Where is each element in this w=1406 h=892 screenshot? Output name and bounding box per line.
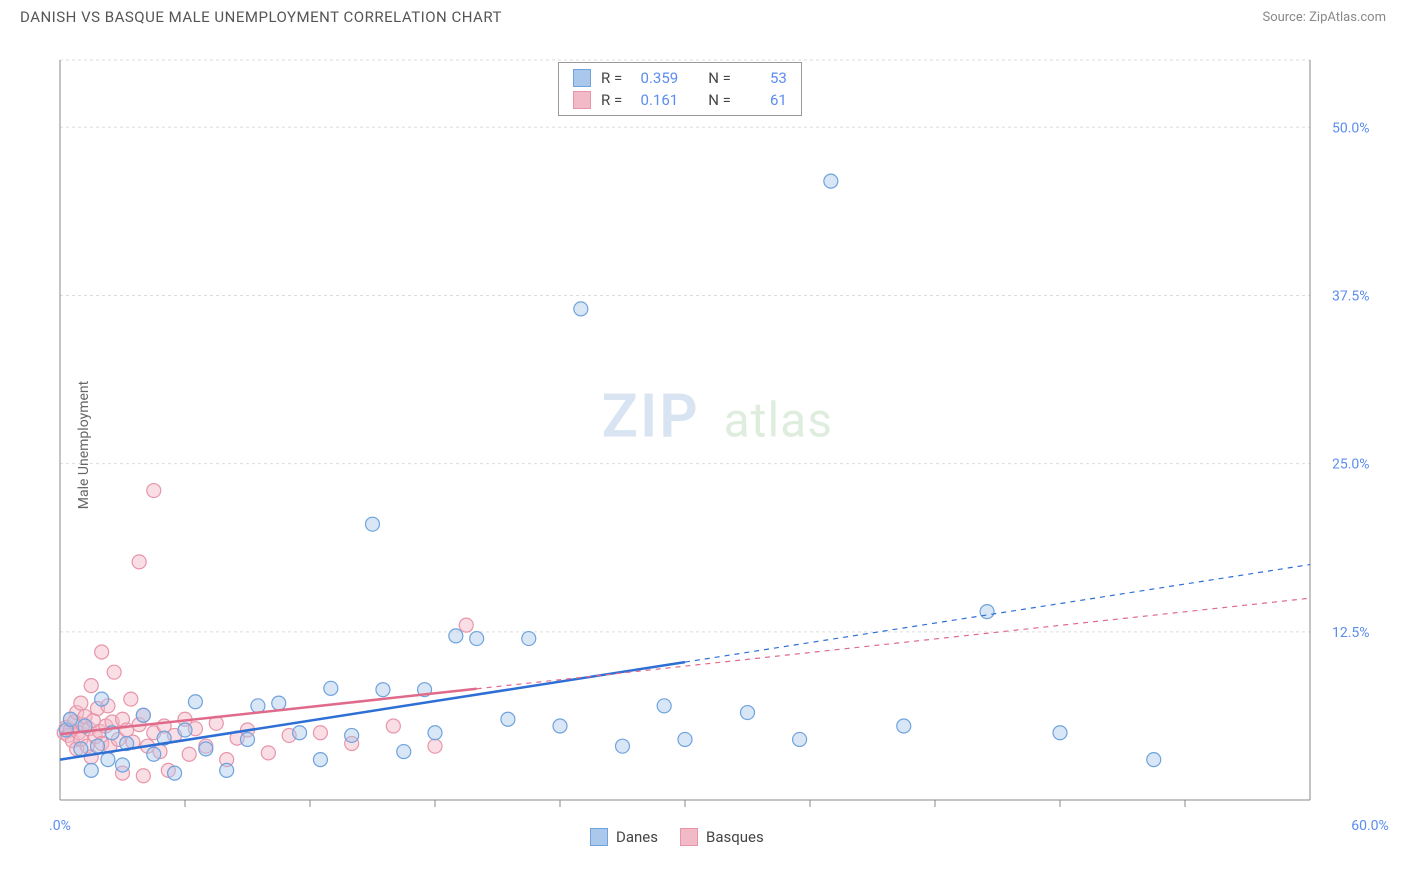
legend-item-basques: Basques <box>680 828 764 846</box>
data-point <box>980 605 994 619</box>
data-point <box>313 726 327 740</box>
data-point <box>220 763 234 777</box>
data-point <box>313 753 327 767</box>
correlation-legend: R = 0.359 N = 53 R = 0.161 N = 61 <box>558 62 802 116</box>
data-point <box>107 665 121 679</box>
data-point <box>1053 726 1067 740</box>
svg-text:60.0%: 60.0% <box>1351 818 1389 834</box>
data-point <box>136 769 150 783</box>
data-point <box>376 683 390 697</box>
data-point <box>63 712 77 726</box>
r-label: R = <box>601 69 622 87</box>
data-point <box>428 739 442 753</box>
data-point <box>199 742 213 756</box>
data-point <box>366 517 380 531</box>
data-point <box>428 726 442 740</box>
swatch-danes <box>590 828 608 846</box>
data-point <box>251 699 265 713</box>
data-point <box>124 692 138 706</box>
data-point <box>84 679 98 693</box>
data-point <box>793 732 807 746</box>
r-value-danes: 0.359 <box>632 69 678 87</box>
data-point <box>188 695 202 709</box>
svg-text:atlas: atlas <box>724 392 833 449</box>
data-point <box>178 723 192 737</box>
data-point <box>522 632 536 646</box>
svg-text:50.0%: 50.0% <box>1332 120 1370 136</box>
data-point <box>293 726 307 740</box>
data-point <box>824 174 838 188</box>
series-legend: Danes Basques <box>590 828 764 846</box>
svg-text:37.5%: 37.5% <box>1332 288 1370 304</box>
data-point <box>741 706 755 720</box>
swatch-basques <box>573 91 591 109</box>
data-point <box>132 555 146 569</box>
data-point <box>553 719 567 733</box>
scatter-chart: 0.0% 60.0% 12.5% 25.0% 37.5% 50.0% ZIP atlas <box>50 40 1390 850</box>
n-value-danes: 53 <box>741 69 787 87</box>
data-point <box>470 632 484 646</box>
data-point <box>84 763 98 777</box>
svg-text:25.0%: 25.0% <box>1332 457 1370 473</box>
swatch-basques <box>680 828 698 846</box>
data-point <box>386 719 400 733</box>
data-point <box>272 696 286 710</box>
r-label: R = <box>601 91 622 109</box>
data-point <box>116 758 130 772</box>
legend-label: Basques <box>706 828 764 846</box>
data-point <box>324 681 338 695</box>
chart-header: DANISH VS BASQUE MALE UNEMPLOYMENT CORRE… <box>0 0 1406 30</box>
legend-item-danes: Danes <box>590 828 658 846</box>
data-point <box>1147 753 1161 767</box>
legend-label: Danes <box>616 828 658 846</box>
legend-row-basques: R = 0.161 N = 61 <box>559 89 801 111</box>
swatch-danes <box>573 69 591 87</box>
data-point <box>168 766 182 780</box>
n-value-basques: 61 <box>741 91 787 109</box>
n-label: N = <box>708 91 731 109</box>
data-point <box>74 742 88 756</box>
data-point <box>501 712 515 726</box>
legend-row-danes: R = 0.359 N = 53 <box>559 67 801 89</box>
data-point <box>449 629 463 643</box>
data-point <box>657 699 671 713</box>
trend-line-extrapolated <box>685 565 1310 663</box>
chart-area: Male Unemployment 0.0% 60.0% 12.5% 25.0% 37.… <box>50 40 1390 850</box>
data-point <box>345 728 359 742</box>
svg-text:12.5%: 12.5% <box>1332 625 1370 641</box>
data-point <box>616 739 630 753</box>
data-point <box>91 739 105 753</box>
y-axis-label: Male Unemployment <box>76 381 92 509</box>
source-label: Source: ZipAtlas.com <box>1262 10 1386 25</box>
chart-title: DANISH VS BASQUE MALE UNEMPLOYMENT CORRE… <box>20 8 502 26</box>
data-point <box>897 719 911 733</box>
data-point <box>397 745 411 759</box>
svg-text:ZIP: ZIP <box>602 381 700 452</box>
trend-line <box>60 662 685 760</box>
data-point <box>241 732 255 746</box>
data-point <box>95 645 109 659</box>
data-point <box>136 708 150 722</box>
data-point <box>101 753 115 767</box>
data-point <box>574 302 588 316</box>
r-value-basques: 0.161 <box>632 91 678 109</box>
n-label: N = <box>708 69 731 87</box>
svg-text:0.0%: 0.0% <box>50 818 71 834</box>
data-point <box>182 747 196 761</box>
data-point <box>261 746 275 760</box>
data-point <box>678 732 692 746</box>
data-point <box>147 747 161 761</box>
data-point <box>95 692 109 706</box>
data-point <box>74 696 88 710</box>
data-point <box>147 484 161 498</box>
data-point <box>459 618 473 632</box>
